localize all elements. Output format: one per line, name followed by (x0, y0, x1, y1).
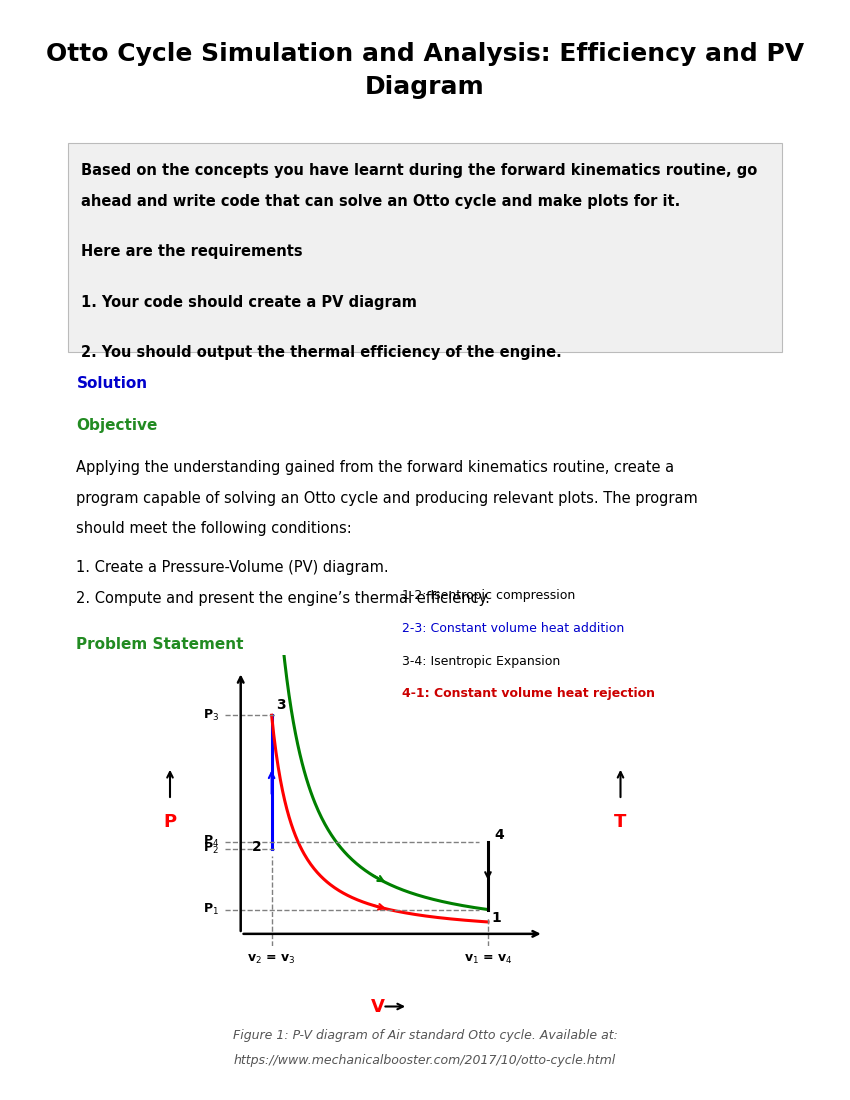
Text: v$_1$ = v$_4$: v$_1$ = v$_4$ (463, 954, 513, 967)
Text: Otto Cycle Simulation and Analysis: Efficiency and PV: Otto Cycle Simulation and Analysis: Effi… (46, 42, 804, 66)
Text: Diagram: Diagram (366, 75, 484, 99)
Text: Here are the requirements: Here are the requirements (81, 244, 303, 260)
Text: Solution: Solution (76, 376, 148, 392)
Text: 4-1: Constant volume heat rejection: 4-1: Constant volume heat rejection (402, 688, 655, 701)
Text: 3: 3 (276, 698, 286, 712)
Text: 1. Your code should create a PV diagram: 1. Your code should create a PV diagram (81, 295, 416, 310)
Text: 1. Create a Pressure-Volume (PV) diagram.: 1. Create a Pressure-Volume (PV) diagram… (76, 560, 389, 575)
Text: program capable of solving an Otto cycle and producing relevant plots. The progr: program capable of solving an Otto cycle… (76, 491, 698, 506)
Text: 2: 2 (252, 840, 261, 855)
Text: T: T (615, 813, 626, 830)
Text: v$_2$ = v$_3$: v$_2$ = v$_3$ (247, 954, 296, 967)
Text: P$_2$: P$_2$ (203, 842, 219, 857)
Text: V: V (371, 998, 385, 1015)
Text: Based on the concepts you have learnt during the forward kinematics routine, go: Based on the concepts you have learnt du… (81, 163, 757, 178)
Text: 1: 1 (491, 911, 501, 925)
Text: 2. Compute and present the engine’s thermal efficiency.: 2. Compute and present the engine’s ther… (76, 591, 490, 606)
Text: Problem Statement: Problem Statement (76, 637, 244, 652)
Text: 4: 4 (494, 828, 504, 843)
Text: Objective: Objective (76, 418, 158, 433)
Text: ahead and write code that can solve an Otto cycle and make plots for it.: ahead and write code that can solve an O… (81, 194, 680, 209)
Text: P: P (163, 813, 177, 830)
Text: should meet the following conditions:: should meet the following conditions: (76, 521, 352, 537)
Text: Figure 1: P-V diagram of Air standard Otto cycle. Available at:: Figure 1: P-V diagram of Air standard Ot… (233, 1028, 617, 1042)
Text: P$_4$: P$_4$ (203, 834, 219, 849)
Text: P$_1$: P$_1$ (203, 902, 219, 917)
Text: P$_3$: P$_3$ (203, 707, 219, 723)
Text: https://www.mechanicalbooster.com/2017/10/otto-cycle.html: https://www.mechanicalbooster.com/2017/1… (234, 1054, 616, 1067)
Text: 2-3: Constant volume heat addition: 2-3: Constant volume heat addition (402, 621, 624, 635)
Text: 1-2: Isentropic compression: 1-2: Isentropic compression (402, 588, 575, 602)
Text: Applying the understanding gained from the forward kinematics routine, create a: Applying the understanding gained from t… (76, 460, 675, 475)
FancyBboxPatch shape (68, 143, 782, 352)
Text: 2. You should output the thermal efficiency of the engine.: 2. You should output the thermal efficie… (81, 345, 562, 361)
Text: 3-4: Isentropic Expansion: 3-4: Isentropic Expansion (402, 654, 560, 668)
